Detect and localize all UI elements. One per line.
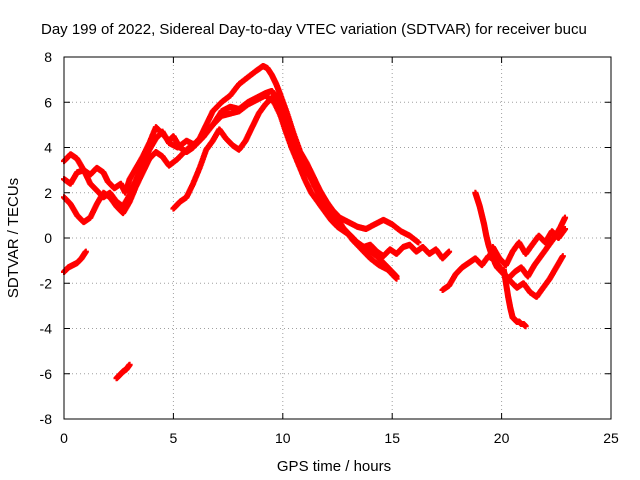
- x-tick-label: 15: [384, 430, 400, 446]
- x-tick-label: 5: [170, 430, 178, 446]
- tick-labels: 0 5 10 15 20 25 -8 -6 -4 -2 0 2 4 6 8: [40, 49, 619, 446]
- x-tick-label: 20: [494, 430, 510, 446]
- series-track-d: [170, 94, 400, 280]
- chart-title: Day 199 of 2022, Sidereal Day-to-day VTE…: [41, 21, 587, 38]
- grid: [64, 57, 611, 419]
- series-track-a: [61, 63, 422, 246]
- series-track-h: [500, 266, 529, 330]
- x-tick-label: 0: [60, 430, 68, 446]
- data-point: [562, 214, 569, 221]
- data-point: [446, 248, 453, 255]
- y-tick-label: 6: [44, 94, 52, 110]
- x-tick-label: 25: [603, 430, 619, 446]
- data-markers: [61, 63, 569, 382]
- data-point: [126, 361, 133, 368]
- axis-ticks: [63, 56, 612, 420]
- y-tick-label: -8: [40, 411, 53, 427]
- data-point: [415, 239, 422, 246]
- data-point: [82, 248, 89, 255]
- y-tick-label: -4: [40, 321, 53, 337]
- y-tick-label: 4: [44, 140, 52, 156]
- y-axis-title: SDTVAR / TECUs: [5, 178, 22, 298]
- x-axis-title: GPS time / hours: [277, 458, 391, 475]
- data-point: [559, 253, 566, 260]
- y-tick-label: -6: [40, 366, 53, 382]
- y-tick-label: -2: [40, 275, 53, 291]
- series-track-f: [472, 189, 566, 300]
- series-track-g: [489, 225, 569, 269]
- y-tick-label: 8: [44, 49, 52, 65]
- y-tick-label: 0: [44, 230, 52, 246]
- x-tick-label: 10: [275, 430, 291, 446]
- data-point: [562, 225, 569, 232]
- data-point: [393, 273, 400, 280]
- data-point: [522, 323, 529, 330]
- series-track-i: [61, 248, 89, 275]
- series-track-j: [113, 361, 133, 382]
- y-tick-label: 2: [44, 185, 52, 201]
